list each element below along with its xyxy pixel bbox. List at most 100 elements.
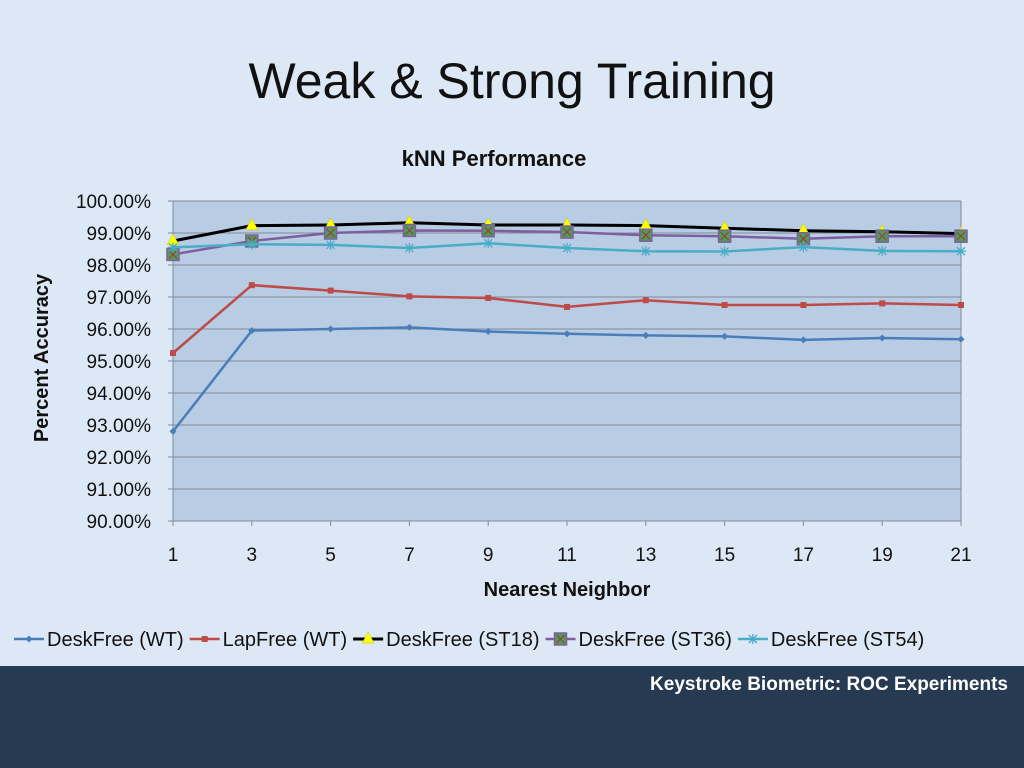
marker-cross [641,230,651,240]
data-point [325,239,336,250]
data-point [563,330,571,338]
data-point [642,297,649,304]
data-point [170,350,176,356]
data-point [484,328,492,336]
y-tick-label: 94.00% [87,384,152,405]
data-point [485,294,492,301]
data-point [327,325,335,333]
y-axis-label: Percent Accuracy [31,273,53,442]
data-point [406,293,413,300]
x-tick-label: 3 [247,545,258,566]
marker-cross [405,226,414,235]
x-axis-ticks: 1 3 5 7 9 11 13 15 17 19 21 [168,521,972,566]
legend-item: DeskFree (ST54) [737,629,924,651]
y-tick-label: 97.00% [87,288,152,309]
x-tick-label: 9 [483,545,494,566]
data-point [168,242,178,253]
marker-cross [956,231,966,241]
data-point [201,636,208,642]
data-point [564,303,570,310]
marker-cross [877,231,887,241]
y-tick-label: 99.00% [87,224,152,245]
data-point [246,239,257,250]
data-point [402,223,417,238]
data-point [957,335,965,343]
data-point [25,635,33,643]
data-point [879,300,886,307]
data-point [747,634,758,644]
series-deskfree-st36 [166,223,968,262]
legend-label: DeskFree (ST36) [579,629,732,651]
data-point [798,242,809,253]
legend-label: DeskFree (ST18) [386,629,539,651]
data-point [481,224,495,238]
data-point [717,229,732,243]
data-point [361,631,375,644]
data-point [404,243,415,254]
marker-cross [562,227,572,237]
y-tick-label: 91.00% [87,480,152,501]
data-point [323,226,338,240]
legend-item: LapFree (WT) [189,629,347,651]
series-deskfree-st54 [168,238,966,257]
legend-label: DeskFree (WT) [47,629,184,651]
legend-label: DeskFree (ST54) [771,629,924,651]
data-point [956,246,966,257]
y-tick-label: 92.00% [87,448,152,469]
data-point [553,632,568,646]
legend-item: DeskFree (ST36) [545,629,732,651]
y-tick-label: 100.00% [76,192,151,213]
data-point [800,302,807,308]
x-tick-label: 7 [404,545,415,566]
footer-band [0,666,1024,768]
series-lapfree-wt [170,282,964,356]
data-point [642,331,650,339]
x-tick-label: 11 [557,545,577,566]
data-point [248,327,256,335]
marker-cross [799,234,808,244]
y-axis-ticks: 90.00% 91.00% 92.00% 93.00% 94.00% 95.00% 96.0… [76,192,173,533]
data-point [721,302,728,308]
data-point [639,228,653,242]
slide-title: Weak & Strong Training [248,53,776,109]
x-tick-label: 17 [793,545,814,566]
legend-item: DeskFree (WT) [14,629,184,651]
x-axis-label: Nearest Neighbor [484,579,651,601]
data-point [640,246,651,257]
data-point [248,282,255,289]
data-point [875,229,889,243]
x-tick-label: 15 [714,545,735,566]
data-point [799,336,807,344]
x-tick-label: 5 [325,545,336,566]
y-tick-label: 93.00% [87,416,152,437]
data-point [327,287,334,294]
data-point [245,218,259,230]
data-point [405,323,413,331]
data-point [562,243,572,254]
legend-label: LapFree (WT) [223,629,347,651]
series-deskfree-wt [169,323,965,435]
marker-cross [556,634,565,644]
y-tick-label: 96.00% [87,320,152,341]
data-point [877,245,888,256]
x-tick-label: 21 [950,545,971,566]
series-layer [166,215,968,435]
data-point [169,427,177,435]
y-tick-label: 95.00% [87,352,152,373]
data-point [721,332,729,340]
data-point [878,334,886,342]
y-tick-label: 98.00% [87,256,152,277]
marker-cross [720,231,729,241]
knn-performance-chart: kNN Performance 90.00% 91.00% 92.00% 93.00%… [14,146,972,651]
x-tick-label: 19 [872,545,893,566]
y-tick-label: 90.00% [87,512,152,533]
legend-item: DeskFree (ST18) [353,629,540,651]
chart-title: kNN Performance [402,146,587,171]
data-point [166,247,180,262]
marker-cross [326,228,335,238]
data-point [483,238,494,249]
data-point [958,302,964,308]
data-point [954,229,968,243]
marker-cross [483,226,493,236]
